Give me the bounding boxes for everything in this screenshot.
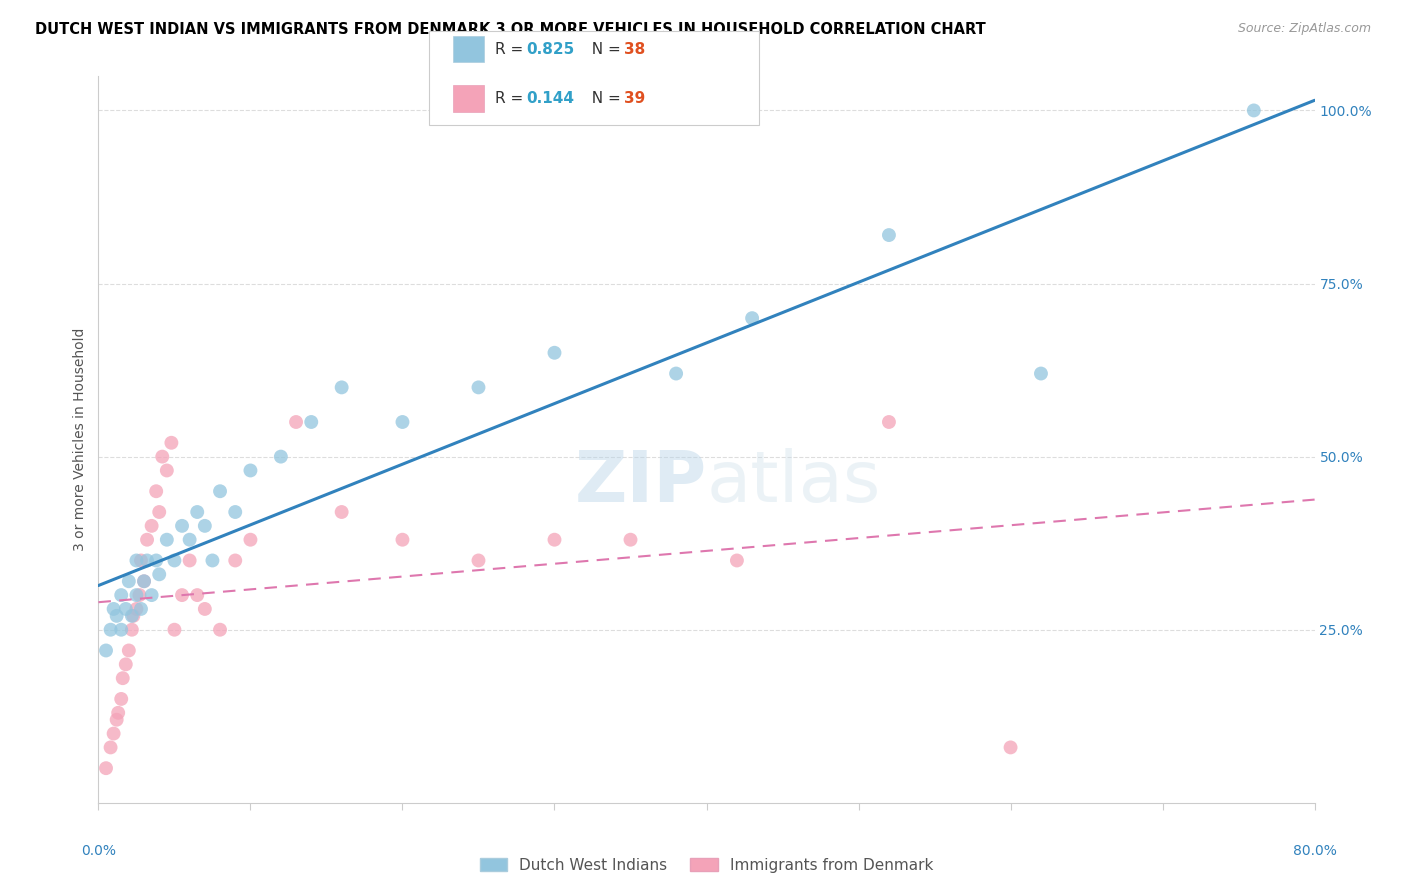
Point bbox=[132, 574, 155, 589]
Point bbox=[121, 623, 143, 637]
Point bbox=[330, 505, 353, 519]
Point bbox=[170, 519, 193, 533]
Point bbox=[128, 588, 150, 602]
Point bbox=[619, 533, 641, 547]
Point bbox=[209, 623, 232, 637]
Point bbox=[299, 415, 322, 429]
Point bbox=[136, 553, 159, 567]
Text: 80.0%: 80.0% bbox=[1292, 845, 1337, 858]
Point bbox=[110, 623, 132, 637]
Point bbox=[118, 574, 141, 589]
Point bbox=[129, 602, 152, 616]
Point bbox=[391, 533, 413, 547]
Point bbox=[877, 228, 900, 243]
Point bbox=[543, 533, 565, 547]
Point bbox=[156, 533, 179, 547]
Point bbox=[239, 533, 262, 547]
Point bbox=[224, 553, 246, 567]
Point bbox=[110, 692, 132, 706]
Point bbox=[179, 533, 201, 547]
Point bbox=[467, 380, 489, 394]
Point bbox=[110, 588, 132, 602]
Point bbox=[122, 608, 145, 623]
Point bbox=[107, 706, 129, 720]
Point bbox=[285, 415, 308, 429]
Text: atlas: atlas bbox=[707, 449, 882, 517]
Point bbox=[741, 311, 763, 326]
Point bbox=[1243, 103, 1265, 118]
Point bbox=[725, 553, 748, 567]
Point bbox=[194, 519, 217, 533]
Point bbox=[160, 435, 183, 450]
Point bbox=[148, 567, 170, 582]
Point bbox=[141, 519, 163, 533]
Text: N =: N = bbox=[582, 91, 626, 105]
Point bbox=[125, 588, 148, 602]
Point bbox=[467, 553, 489, 567]
Point bbox=[145, 553, 167, 567]
Point bbox=[129, 553, 152, 567]
Text: ZIP: ZIP bbox=[574, 449, 707, 517]
Point bbox=[270, 450, 292, 464]
Text: R =: R = bbox=[495, 91, 529, 105]
Point bbox=[209, 484, 232, 499]
Point bbox=[114, 657, 136, 672]
Point bbox=[1029, 367, 1052, 381]
Point bbox=[163, 553, 186, 567]
Point bbox=[105, 713, 128, 727]
Point bbox=[877, 415, 900, 429]
Point bbox=[100, 623, 122, 637]
Point bbox=[105, 608, 128, 623]
Text: N =: N = bbox=[582, 42, 626, 56]
Point bbox=[1000, 740, 1022, 755]
Point bbox=[125, 602, 148, 616]
Point bbox=[179, 553, 201, 567]
Y-axis label: 3 or more Vehicles in Household: 3 or more Vehicles in Household bbox=[73, 327, 87, 551]
Point bbox=[543, 345, 565, 359]
Text: 0.0%: 0.0% bbox=[82, 845, 115, 858]
Point bbox=[156, 463, 179, 477]
Point bbox=[118, 643, 141, 657]
Point bbox=[391, 415, 413, 429]
Point bbox=[186, 588, 208, 602]
Point bbox=[150, 450, 173, 464]
Text: 38: 38 bbox=[624, 42, 645, 56]
Point bbox=[94, 643, 117, 657]
Point bbox=[114, 602, 136, 616]
Text: 0.144: 0.144 bbox=[526, 91, 574, 105]
Text: R =: R = bbox=[495, 42, 529, 56]
Point bbox=[125, 553, 148, 567]
Point bbox=[103, 726, 125, 740]
Point bbox=[141, 588, 163, 602]
Point bbox=[121, 608, 143, 623]
Text: Source: ZipAtlas.com: Source: ZipAtlas.com bbox=[1237, 22, 1371, 36]
Point bbox=[239, 463, 262, 477]
Point bbox=[148, 505, 170, 519]
Point bbox=[224, 505, 246, 519]
Point bbox=[111, 671, 134, 685]
Point bbox=[201, 553, 224, 567]
Point bbox=[94, 761, 117, 775]
Legend: Dutch West Indians, Immigrants from Denmark: Dutch West Indians, Immigrants from Denm… bbox=[474, 852, 939, 879]
Point bbox=[136, 533, 159, 547]
Point bbox=[145, 484, 167, 499]
Point bbox=[186, 505, 208, 519]
Point bbox=[665, 367, 688, 381]
Text: 0.825: 0.825 bbox=[526, 42, 574, 56]
Point bbox=[100, 740, 122, 755]
Point bbox=[132, 574, 155, 589]
Point bbox=[170, 588, 193, 602]
Point bbox=[163, 623, 186, 637]
Point bbox=[330, 380, 353, 394]
Point bbox=[194, 602, 217, 616]
Text: DUTCH WEST INDIAN VS IMMIGRANTS FROM DENMARK 3 OR MORE VEHICLES IN HOUSEHOLD COR: DUTCH WEST INDIAN VS IMMIGRANTS FROM DEN… bbox=[35, 22, 986, 37]
Text: 39: 39 bbox=[624, 91, 645, 105]
Point bbox=[103, 602, 125, 616]
